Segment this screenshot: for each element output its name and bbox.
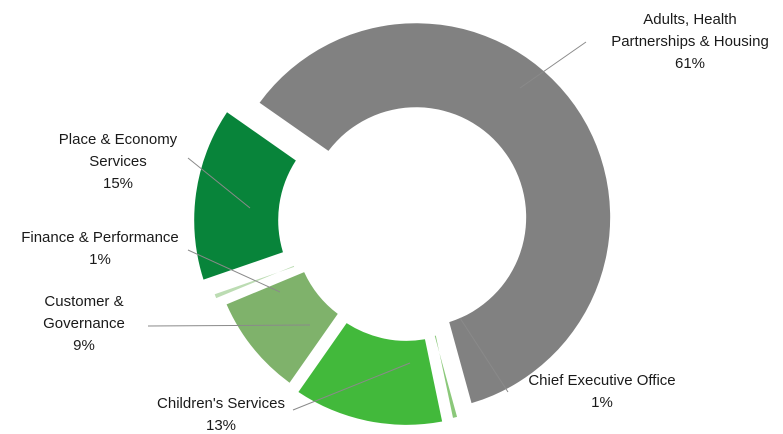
label-name-place-0: Place & Economy	[59, 131, 178, 148]
leader-line-finance	[187, 249, 281, 293]
label-name-place-1: Services	[89, 153, 147, 170]
leader-line-adults	[519, 41, 587, 89]
label-name-customer-1: Governance	[43, 315, 125, 332]
label-name-adults-0: Adults, Health	[643, 11, 736, 28]
leader-line-chief	[459, 317, 509, 393]
label-pct-customer: 9%	[73, 337, 95, 354]
slice-adults	[259, 23, 611, 404]
slice-finance	[214, 265, 295, 299]
labels-group: Adults, Health Partnerships & Housing 61% C…	[21, 11, 769, 434]
slice-childrens	[298, 323, 443, 425]
label-name-chief-0: Chief Executive Office	[528, 372, 675, 389]
label-pct-place: 15%	[103, 175, 133, 192]
slice-place	[194, 112, 296, 280]
leader-lines-group	[147, 41, 587, 411]
slice-customer	[226, 272, 338, 383]
label-pct-finance: 1%	[89, 251, 111, 268]
slice-chief	[434, 335, 458, 418]
label-name-adults-1: Partnerships & Housing	[611, 33, 769, 50]
slices-group	[194, 23, 611, 425]
label-pct-adults: 61%	[675, 55, 705, 72]
leader-line-customer	[147, 324, 311, 327]
label-name-childrens-0: Children's Services	[157, 395, 285, 412]
leader-line-place	[187, 157, 251, 209]
leader-line-childrens	[292, 362, 411, 411]
label-name-customer-0: Customer &	[44, 293, 123, 310]
label-pct-childrens: 13%	[206, 417, 236, 434]
label-name-finance-0: Finance & Performance	[21, 229, 179, 246]
label-pct-chief: 1%	[591, 394, 613, 411]
